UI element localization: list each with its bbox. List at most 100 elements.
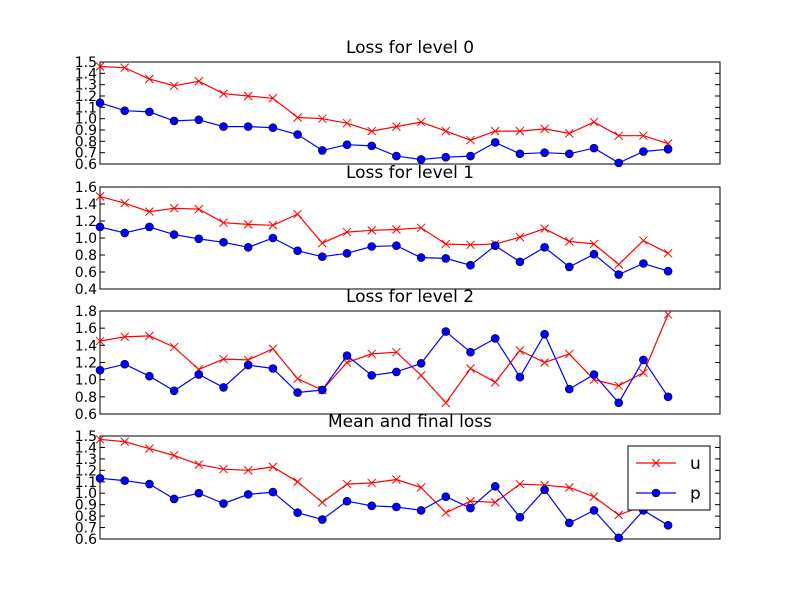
- y-tick-label: 1.2: [75, 463, 97, 479]
- point-p: [169, 386, 179, 396]
- y-tick-label: 0.9: [75, 123, 97, 139]
- point-p: [317, 385, 327, 395]
- axes-frame: [99, 310, 721, 415]
- panel-3: Mean and final loss 0.60.70.80.91.01.11.2…: [75, 412, 721, 548]
- point-u: [540, 124, 549, 134]
- point-p: [663, 520, 673, 530]
- point-u: [169, 451, 179, 460]
- point-p: [120, 228, 129, 238]
- point-u: [639, 236, 648, 245]
- y-tick-label: 1.6: [75, 321, 97, 337]
- point-u: [145, 207, 154, 217]
- point-u: [317, 498, 327, 507]
- point-u: [367, 349, 377, 359]
- point-u: [490, 377, 500, 387]
- point-u: [392, 347, 401, 357]
- point-p: [120, 106, 129, 116]
- point-p: [540, 485, 549, 495]
- point-p: [145, 107, 154, 117]
- y-tick-label: 0.6: [75, 532, 97, 548]
- y-tick-label: 0.8: [75, 134, 97, 150]
- point-p: [614, 533, 624, 543]
- point-p: [663, 266, 673, 276]
- point-p: [293, 388, 302, 397]
- y-tick-label: 0.6: [75, 407, 97, 423]
- point-u: [194, 460, 204, 469]
- point-p: [490, 482, 500, 491]
- point-u: [416, 483, 426, 492]
- y-tick-label: 1.2: [75, 356, 97, 372]
- y-tick-label: 0.4: [75, 282, 97, 298]
- point-p: [466, 151, 475, 161]
- point-u: [95, 435, 105, 444]
- point-p: [441, 492, 451, 501]
- point-p: [564, 149, 574, 159]
- point-p: [663, 392, 673, 402]
- point-u: [293, 477, 302, 487]
- point-p: [416, 155, 426, 164]
- point-p: [639, 355, 648, 365]
- point-u: [441, 126, 451, 136]
- point-p: [367, 501, 377, 511]
- point-p: [540, 329, 549, 339]
- point-u: [392, 475, 401, 484]
- point-u: [614, 259, 624, 269]
- point-u: [441, 508, 451, 518]
- point-u: [466, 135, 475, 145]
- point-p: [194, 115, 204, 125]
- point-u: [268, 462, 278, 472]
- point-u: [243, 91, 253, 101]
- point-u: [293, 209, 302, 219]
- point-p: [342, 249, 352, 258]
- axes-frame: [99, 61, 721, 165]
- point-p: [342, 496, 352, 506]
- point-p: [614, 270, 624, 279]
- point-u: [515, 232, 525, 242]
- point-u: [564, 483, 574, 492]
- point-u: [466, 364, 475, 373]
- point-u: [194, 204, 204, 214]
- point-p: [194, 370, 204, 379]
- point-p: [441, 254, 451, 263]
- y-tick-label: 1.2: [75, 89, 97, 105]
- point-u: [169, 81, 179, 91]
- point-u: [169, 203, 179, 213]
- point-p: [120, 359, 129, 369]
- point-p: [367, 141, 377, 151]
- point-u: [392, 122, 401, 131]
- point-u: [194, 76, 204, 86]
- y-tick-label: 1.0: [75, 112, 97, 128]
- point-p: [219, 122, 228, 131]
- point-p: [540, 148, 549, 157]
- point-p: [663, 144, 673, 154]
- point-u: [490, 498, 500, 507]
- point-u: [540, 224, 549, 234]
- axes-frame: [99, 435, 721, 540]
- point-u: [342, 118, 352, 128]
- point-p: [169, 494, 179, 504]
- point-u: [515, 346, 525, 355]
- point-u: [441, 239, 451, 249]
- point-p: [392, 151, 401, 161]
- point-p: [490, 241, 500, 250]
- panel-0: Loss for level 0 0.60.70.80.91.01.11.21.3…: [75, 38, 721, 173]
- legend-label-p: p: [690, 484, 701, 504]
- point-p: [466, 347, 475, 357]
- point-p: [194, 234, 204, 244]
- y-tick-label: 1.0: [75, 373, 97, 389]
- point-u: [564, 129, 574, 138]
- point-p: [219, 383, 228, 392]
- point-p: [392, 367, 401, 377]
- y-tick-label: 1.0: [75, 486, 97, 502]
- point-p: [95, 365, 105, 375]
- y-tick-label: 1.4: [75, 440, 97, 456]
- point-p: [120, 476, 129, 485]
- y-tick-label: 1.5: [75, 429, 97, 445]
- series-line-p: [99, 330, 669, 404]
- y-tick-label: 0.7: [75, 521, 97, 537]
- point-u: [614, 131, 624, 141]
- point-u: [342, 227, 352, 237]
- point-u: [367, 126, 377, 136]
- point-p: [268, 123, 278, 133]
- point-u: [219, 89, 228, 99]
